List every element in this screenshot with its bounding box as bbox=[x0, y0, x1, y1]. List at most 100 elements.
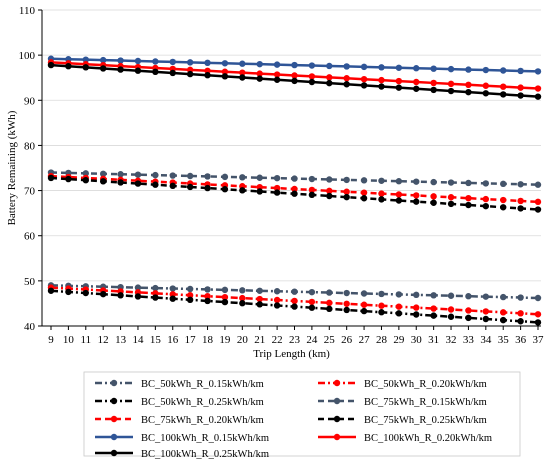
series-4 bbox=[47, 169, 542, 188]
data-point bbox=[47, 174, 55, 182]
legend-swatch-marker bbox=[110, 379, 118, 387]
data-point bbox=[291, 190, 298, 197]
data-point bbox=[395, 310, 403, 317]
data-point bbox=[343, 289, 350, 297]
legend-label: BC_75kWh_R_0.25kWh/km bbox=[364, 415, 487, 426]
x-tick-label: 17 bbox=[185, 334, 197, 346]
data-point bbox=[517, 294, 524, 301]
data-point bbox=[517, 92, 524, 99]
x-tick-label: 35 bbox=[498, 334, 510, 346]
data-point bbox=[256, 75, 263, 82]
data-point bbox=[186, 285, 194, 293]
data-point bbox=[256, 295, 263, 303]
data-point bbox=[378, 76, 385, 84]
x-tick-label: 23 bbox=[289, 334, 301, 346]
data-point bbox=[221, 60, 229, 67]
data-point bbox=[500, 204, 507, 211]
data-point bbox=[204, 59, 211, 67]
data-point bbox=[204, 286, 211, 293]
legend: BC_50kWh_R_0.15kWh/km BC_50kWh_R_0.20kWh/… bbox=[95, 379, 492, 460]
data-point bbox=[378, 64, 385, 71]
y-axis-label: Battery Remaining (kWh) bbox=[6, 110, 18, 225]
y-tick-label: 110 bbox=[19, 5, 36, 17]
data-point bbox=[134, 171, 142, 178]
data-point bbox=[343, 193, 350, 201]
data-point bbox=[534, 311, 542, 318]
data-point bbox=[273, 61, 281, 68]
data-point bbox=[326, 176, 333, 183]
x-axis-label: Trip Length (km) bbox=[253, 348, 330, 360]
data-point bbox=[395, 84, 403, 91]
data-point bbox=[430, 86, 437, 94]
data-point bbox=[360, 177, 368, 184]
x-tick-label: 37 bbox=[533, 334, 545, 346]
data-point bbox=[221, 186, 229, 193]
x-tick-labels: 9 10 11 12 13 14 15 16 17 18 19 20 21 22 23 24 25 26 27 28 2… bbox=[48, 334, 544, 346]
data-point bbox=[500, 316, 507, 324]
data-point bbox=[343, 188, 350, 195]
x-tick-label: 31 bbox=[428, 334, 439, 346]
data-point bbox=[395, 197, 403, 204]
data-point bbox=[534, 294, 542, 302]
x-tick-label: 32 bbox=[446, 334, 457, 346]
data-point bbox=[326, 299, 333, 307]
data-point bbox=[326, 289, 333, 296]
data-point bbox=[134, 57, 142, 65]
legend-label: BC_75kWh_R_0.20kWh/km bbox=[141, 415, 264, 426]
data-point bbox=[500, 196, 507, 204]
data-point bbox=[447, 179, 455, 186]
axes bbox=[38, 9, 541, 330]
data-point bbox=[430, 199, 437, 206]
x-tick-label: 13 bbox=[115, 334, 127, 346]
data-point bbox=[447, 306, 455, 313]
legend-entry: BC_75kWh_R_0.15kWh/km bbox=[318, 397, 487, 408]
legend-swatch-marker bbox=[110, 397, 118, 405]
data-point bbox=[117, 57, 124, 64]
data-point bbox=[169, 182, 176, 190]
data-point bbox=[534, 198, 542, 206]
data-point bbox=[291, 77, 298, 85]
data-point bbox=[534, 85, 542, 92]
x-tick-label: 10 bbox=[63, 334, 75, 346]
x-tick-label: 12 bbox=[98, 334, 109, 346]
data-point bbox=[291, 297, 298, 305]
data-point bbox=[308, 288, 316, 296]
x-tick-label: 28 bbox=[376, 334, 388, 346]
data-point bbox=[482, 195, 490, 203]
data-point bbox=[534, 93, 542, 100]
data-point bbox=[82, 56, 89, 63]
x-tick-label: 29 bbox=[393, 334, 405, 346]
data-point bbox=[500, 180, 507, 188]
data-point bbox=[308, 186, 316, 194]
data-point bbox=[430, 65, 437, 72]
data-point bbox=[308, 73, 316, 80]
data-point bbox=[152, 181, 159, 188]
data-point bbox=[482, 308, 490, 315]
data-point bbox=[291, 185, 298, 193]
data-point bbox=[465, 179, 472, 187]
data-point bbox=[186, 296, 194, 304]
data-point bbox=[117, 171, 124, 178]
data-point bbox=[221, 298, 229, 306]
series-6 bbox=[47, 174, 542, 213]
data-point bbox=[430, 193, 437, 200]
series-8 bbox=[47, 59, 542, 92]
legend-swatch-marker bbox=[333, 433, 341, 441]
data-point bbox=[239, 174, 246, 181]
data-point bbox=[221, 293, 229, 301]
legend-swatch-marker bbox=[110, 415, 118, 423]
data-point bbox=[534, 68, 542, 75]
data-point bbox=[413, 304, 420, 311]
data-point bbox=[134, 180, 142, 187]
data-point bbox=[239, 74, 246, 81]
data-point bbox=[465, 201, 472, 209]
data-point bbox=[65, 175, 72, 183]
data-point bbox=[430, 312, 437, 319]
data-point bbox=[447, 87, 455, 95]
legend-label: BC_100kWh_R_0.25kWh/km bbox=[141, 449, 269, 460]
data-point bbox=[395, 77, 403, 85]
data-point bbox=[152, 68, 159, 76]
series-layer bbox=[47, 55, 542, 326]
data-point bbox=[430, 305, 437, 312]
data-point bbox=[152, 171, 159, 179]
